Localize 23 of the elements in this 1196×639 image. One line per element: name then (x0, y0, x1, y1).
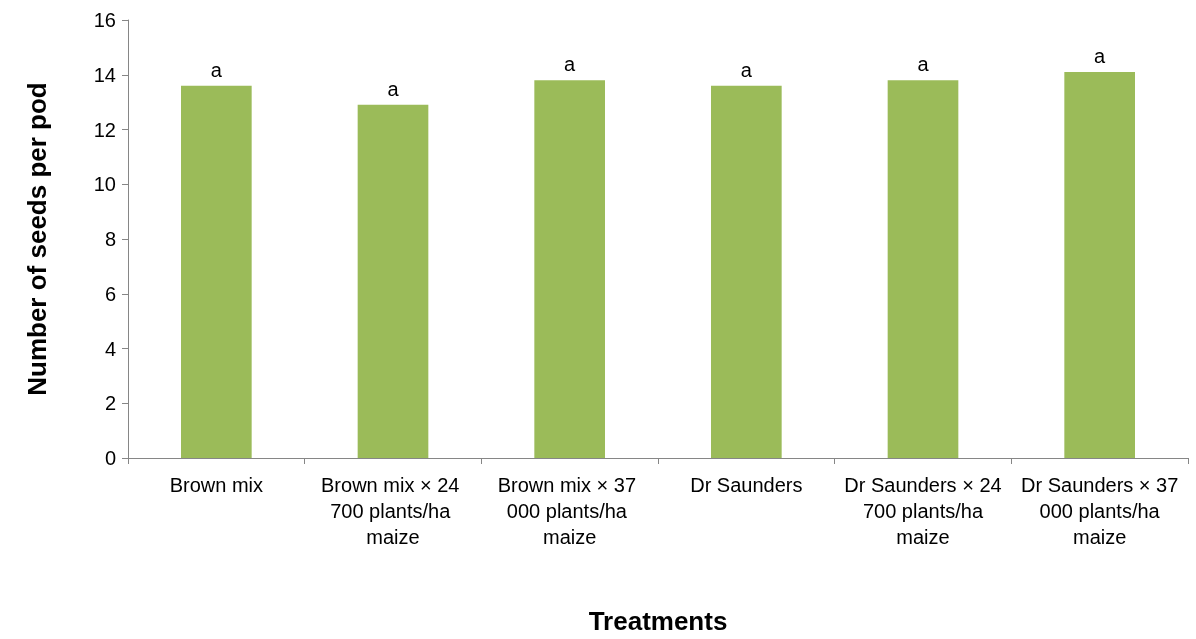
y-tick-label: 16 (93, 9, 116, 31)
x-tick-label: Dr Saunders (690, 474, 803, 496)
x-tick-label: Dr Saunders × 24 700 plants/ha maize (844, 474, 1002, 548)
annotation: a (740, 58, 753, 81)
annotation: a (917, 53, 930, 76)
y-tick-label: 6 (104, 282, 116, 305)
y-tick-label: 8 (104, 228, 116, 250)
y-tick-label: 10 (93, 173, 116, 196)
y-tick-label: 0 (104, 447, 116, 469)
y-tick-label: 12 (93, 118, 116, 141)
y-tick-label: 4 (104, 337, 116, 360)
y-axis-title: Number of seeds per pod (22, 82, 52, 396)
x-axis-title: Treatments (588, 606, 728, 636)
annotation: a (210, 58, 223, 81)
x-tick-label: Brown mix × 24 700 plants/ha maize (321, 474, 465, 548)
annotation: a (387, 77, 400, 100)
x-tick-label: Dr Saunders × 37 000 plants/ha maize (1021, 474, 1179, 548)
annotation: a (1094, 45, 1107, 68)
y-tick-label: 2 (104, 392, 116, 415)
y-tick-label: 14 (93, 63, 116, 86)
annotation: a (564, 53, 577, 76)
x-tick-label: Brown mix × 37 000 plants/ha maize (497, 474, 642, 548)
x-tick-label: Brown mix (169, 474, 264, 496)
